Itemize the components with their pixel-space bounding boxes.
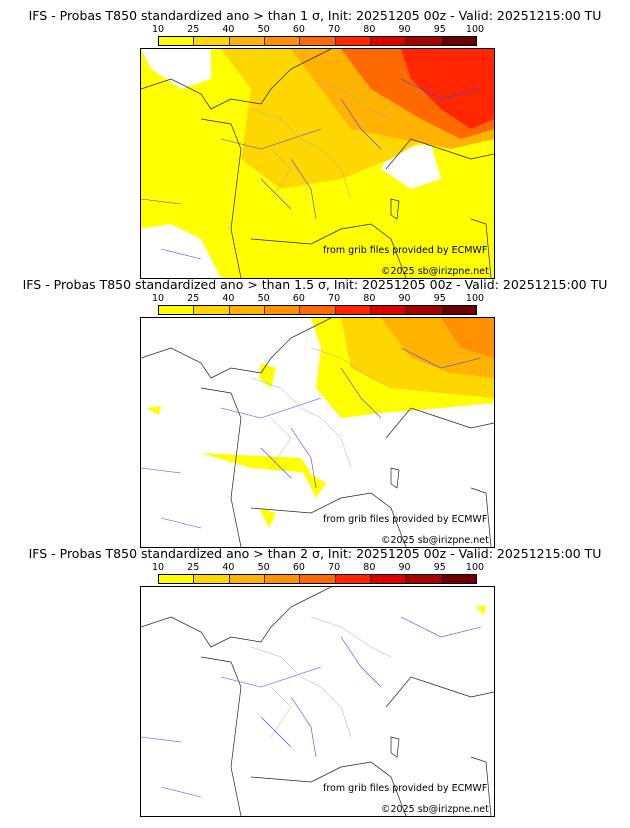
colorbar-ticks: 10 25 40 50 60 70 80 90 95 100 <box>152 24 484 35</box>
colorbar-tick: 60 <box>292 562 305 573</box>
colorbar-segment <box>370 37 407 45</box>
colorbar-tick: 95 <box>433 24 446 35</box>
colorbar-segment <box>194 575 230 583</box>
colorbar-tick: 95 <box>433 562 446 573</box>
colorbar-segment <box>194 37 230 45</box>
colorbar-tick: 80 <box>363 293 376 304</box>
colorbar-segment <box>159 306 195 314</box>
colorbar-tick: 80 <box>363 562 376 573</box>
colorbar-tick: 100 <box>465 562 485 573</box>
colorbar-segment <box>441 306 476 314</box>
colorbar-segment <box>300 306 336 314</box>
colorbar-segment <box>229 37 265 45</box>
colorbar-segment <box>229 306 265 314</box>
colorbar-tick: 50 <box>257 562 270 573</box>
probability-map: from grib files provided by ECMWF ©2025 … <box>140 48 495 279</box>
source-credit: from grib files provided by ECMWF <box>323 514 488 525</box>
colorbar-segment <box>264 575 301 583</box>
colorbar-tick: 10 <box>151 562 165 573</box>
copyright: ©2025 sb@irizpne.net <box>381 266 489 277</box>
colorbar-segment <box>406 306 442 314</box>
colorbar <box>158 36 477 46</box>
colorbar-tick: 25 <box>187 562 200 573</box>
source-credit: from grib files provided by ECMWF <box>323 783 488 794</box>
colorbar-segment <box>370 306 407 314</box>
map-panel-3: IFS - Probas T850 standardized ano > tha… <box>0 546 630 817</box>
copyright: ©2025 sb@irizpne.net <box>381 535 489 546</box>
probability-map: from grib files provided by ECMWF ©2025 … <box>140 586 495 817</box>
colorbar-segment <box>300 575 336 583</box>
colorbar-tick: 100 <box>465 24 485 35</box>
colorbar-segment <box>406 37 442 45</box>
colorbar-tick: 25 <box>187 293 200 304</box>
colorbar-tick: 90 <box>398 24 411 35</box>
colorbar-tick: 80 <box>363 24 376 35</box>
colorbar-tick: 10 <box>151 293 165 304</box>
colorbar-tick: 50 <box>257 24 270 35</box>
colorbar-segment <box>441 37 476 45</box>
colorbar-tick: 90 <box>398 293 411 304</box>
colorbar-tick: 25 <box>187 24 200 35</box>
colorbar-segment <box>229 575 265 583</box>
panel-title: IFS - Probas T850 standardized ano > tha… <box>28 8 602 23</box>
map-panel-1: IFS - Probas T850 standardized ano > tha… <box>0 8 630 279</box>
colorbar-tick: 50 <box>257 293 270 304</box>
panel-title: IFS - Probas T850 standardized ano > tha… <box>28 546 602 561</box>
colorbar-tick: 40 <box>222 24 235 35</box>
copyright: ©2025 sb@irizpne.net <box>381 804 489 815</box>
colorbar-segment <box>335 37 371 45</box>
colorbar-tick: 70 <box>328 293 341 304</box>
colorbar-segment <box>335 575 371 583</box>
colorbar-segment <box>370 575 407 583</box>
colorbar-tick: 95 <box>433 293 446 304</box>
colorbar-segment <box>159 37 195 45</box>
probability-map: from grib files provided by ECMWF ©2025 … <box>140 317 495 548</box>
colorbar-segment <box>300 37 336 45</box>
colorbar-tick: 100 <box>465 293 485 304</box>
colorbar-tick: 60 <box>292 293 305 304</box>
colorbar-segment <box>406 575 442 583</box>
colorbar-tick: 90 <box>398 562 411 573</box>
colorbar <box>158 305 477 315</box>
map-panel-2: IFS - Probas T850 standardized ano > tha… <box>0 277 630 548</box>
colorbar-tick: 10 <box>151 24 165 35</box>
colorbar-ticks: 10 25 40 50 60 70 80 90 95 100 <box>152 293 484 304</box>
colorbar <box>158 574 477 584</box>
colorbar-segment <box>335 306 371 314</box>
colorbar-tick: 40 <box>222 562 235 573</box>
panel-title: IFS - Probas T850 standardized ano > tha… <box>22 277 608 292</box>
colorbar-tick: 70 <box>328 562 341 573</box>
colorbar-segment <box>194 306 230 314</box>
colorbar-segment <box>159 575 195 583</box>
colorbar-segment <box>441 575 476 583</box>
colorbar-tick: 60 <box>292 24 305 35</box>
colorbar-segment <box>264 306 301 314</box>
source-credit: from grib files provided by ECMWF <box>323 245 488 256</box>
colorbar-tick: 70 <box>328 24 341 35</box>
colorbar-ticks: 10 25 40 50 60 70 80 90 95 100 <box>152 562 484 573</box>
colorbar-tick: 40 <box>222 293 235 304</box>
colorbar-segment <box>264 37 301 45</box>
